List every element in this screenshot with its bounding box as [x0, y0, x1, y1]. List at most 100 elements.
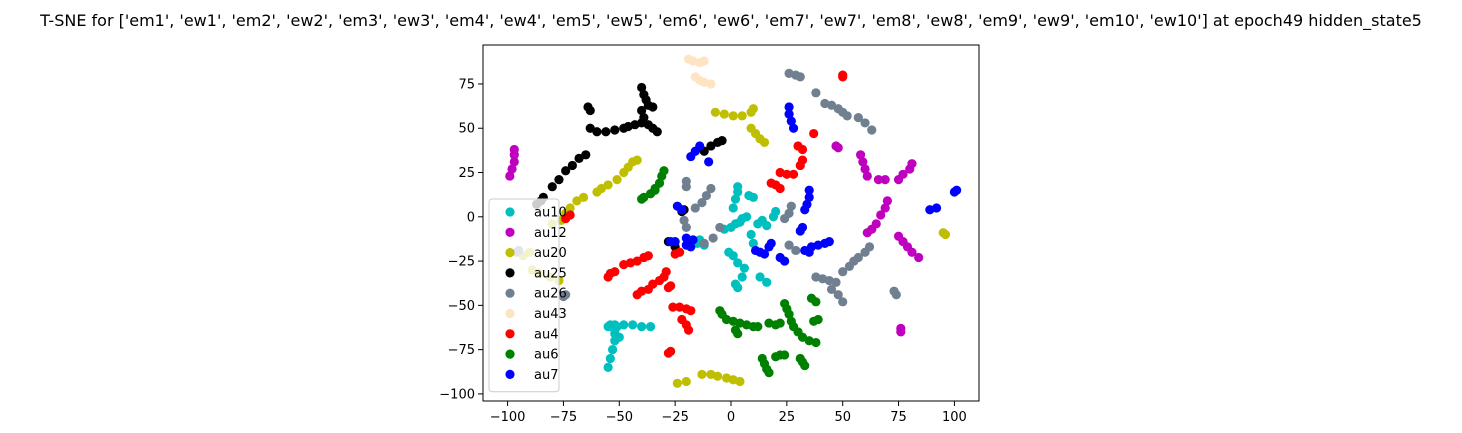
point-au10: [728, 251, 738, 261]
point-au10: [748, 192, 758, 202]
point-au25: [652, 127, 662, 137]
point-au26: [831, 277, 841, 287]
point-au25: [592, 127, 602, 137]
point-au20: [748, 104, 758, 114]
point-au10: [645, 322, 656, 332]
point-au7: [931, 203, 942, 213]
point-au25: [637, 105, 647, 116]
x-tick-label: 100: [942, 410, 967, 425]
point-au6: [733, 329, 743, 339]
point-au26: [681, 182, 691, 192]
point-au26: [860, 118, 870, 128]
point-au7: [695, 141, 705, 151]
x-tick-label: −50: [606, 410, 633, 425]
point-au12: [907, 159, 917, 169]
point-au26: [697, 198, 707, 208]
point-au26: [853, 252, 863, 263]
point-au25: [547, 182, 557, 192]
point-au26: [838, 267, 848, 277]
legend-marker-au7: [505, 369, 515, 379]
point-au7: [766, 238, 776, 248]
point-au12: [882, 196, 892, 206]
point-au26: [838, 297, 848, 307]
point-au20: [728, 111, 738, 121]
legend-marker-au20: [505, 248, 515, 258]
point-au20: [603, 180, 613, 190]
point-au10: [739, 263, 750, 273]
point-au20: [735, 376, 745, 387]
point-au10: [637, 322, 647, 332]
point-au7: [670, 236, 680, 247]
legend: au10 au12 au20 au25 au26 au43 au4 au6 au7: [488, 198, 567, 393]
point-au12: [914, 252, 924, 263]
point-au20: [940, 229, 951, 240]
point-au25: [601, 127, 611, 137]
point-au7: [686, 242, 696, 252]
point-au10: [762, 221, 772, 231]
point-au7: [804, 192, 814, 202]
point-au6: [753, 322, 763, 332]
y-tick-label: 25: [458, 166, 475, 181]
point-au6: [784, 309, 794, 319]
point-au6: [659, 166, 669, 176]
x-tick-label: −25: [661, 410, 688, 425]
point-au26: [867, 125, 877, 135]
point-au26: [701, 190, 712, 201]
point-au26: [679, 215, 689, 225]
axis-ticks: −100 −75 −50 −25 0 25 50 75 100 −100 −75 −50 −25 0 25 5…: [439, 77, 967, 425]
point-au12: [509, 157, 519, 167]
plot-frame: [482, 44, 980, 402]
point-au26: [853, 113, 863, 123]
point-au12: [858, 157, 868, 167]
x-tick-label: −75: [550, 410, 577, 425]
point-au6: [764, 368, 774, 378]
point-au26: [784, 208, 794, 218]
point-au12: [873, 175, 884, 185]
point-au10: [607, 345, 618, 355]
point-au10: [733, 182, 743, 192]
point-au26: [699, 238, 709, 248]
point-au12: [896, 327, 906, 337]
point-au20: [681, 376, 691, 387]
point-au26: [842, 111, 852, 121]
point-au26: [715, 222, 725, 233]
point-au7: [759, 249, 770, 259]
legend-marker-au43: [505, 308, 515, 319]
point-au10: [733, 283, 743, 293]
point-au10: [755, 272, 765, 282]
legend-label-au12: au12: [534, 226, 567, 241]
point-au20: [565, 203, 575, 213]
point-au20: [719, 109, 729, 119]
point-au25: [567, 160, 577, 171]
point-au25: [561, 166, 571, 176]
y-tick-label: 0: [467, 210, 475, 225]
point-au6: [780, 350, 790, 360]
point-au12: [880, 203, 890, 213]
x-tick-label: 75: [890, 410, 907, 425]
legend-marker-au10: [505, 207, 515, 217]
point-au20: [712, 371, 723, 381]
point-au12: [862, 228, 872, 238]
point-au26: [833, 290, 843, 300]
point-au26: [826, 284, 837, 295]
x-tick-label: −100: [490, 410, 526, 425]
point-au10: [728, 203, 738, 213]
point-au6: [813, 314, 823, 325]
point-au25: [717, 136, 727, 146]
point-au10: [737, 272, 747, 282]
point-au10: [762, 277, 772, 287]
point-au26: [784, 240, 794, 250]
legend-marker-au25: [505, 268, 515, 278]
legend-label-au43: au43: [534, 307, 567, 322]
point-au7: [784, 102, 794, 112]
point-au26: [561, 290, 571, 300]
point-au25: [554, 175, 564, 185]
point-au20: [672, 378, 682, 388]
point-au26: [706, 183, 716, 194]
point-au4: [838, 70, 848, 80]
point-au4: [775, 183, 785, 194]
point-au20: [710, 107, 720, 117]
legend-marker-au6: [505, 349, 515, 359]
point-au25: [637, 82, 647, 93]
